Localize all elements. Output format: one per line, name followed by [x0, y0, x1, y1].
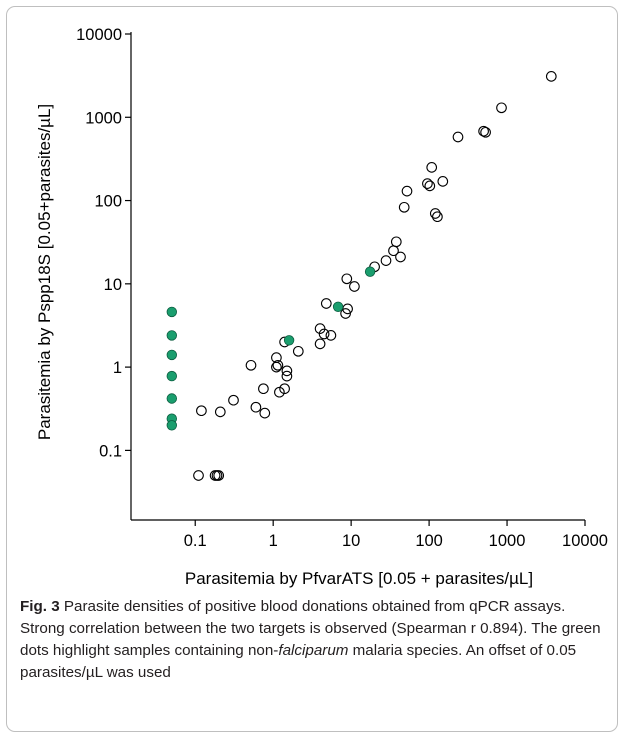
- open-data-point: [437, 176, 449, 187]
- green-data-point: [166, 349, 178, 361]
- y-tick-label: 10000: [76, 26, 122, 44]
- open-data-point: [424, 180, 436, 192]
- figure-caption: Fig. 3 Parasite densities of positive bl…: [20, 596, 610, 684]
- open-data-point: [314, 338, 326, 350]
- open-data-point: [193, 470, 204, 481]
- open-data-point: [496, 102, 507, 114]
- open-data-point: [281, 370, 293, 382]
- figure-label: Fig. 3: [20, 598, 60, 615]
- open-data-point: [318, 328, 330, 340]
- x-tick-label: 1000: [489, 532, 526, 550]
- open-data-point: [250, 401, 262, 413]
- open-data-point: [380, 255, 392, 266]
- y-tick-label: 0.1: [99, 442, 122, 460]
- green-data-point: [166, 420, 178, 431]
- caption-text-end: malaria species. An offset of 0.05 paras…: [20, 642, 577, 681]
- x-tick-label: 1: [269, 532, 278, 550]
- x-tick-label: 100: [415, 532, 443, 550]
- green-data-point: [166, 330, 178, 341]
- caption-text: Parasite densities of positive blood don…: [20, 598, 601, 659]
- y-tick-label: 10: [104, 276, 122, 294]
- plot-axes: 0.1 1 10 100 1000 10000 0.1 1 10 100 1000 10000: [76, 26, 608, 550]
- green-data-point: [166, 306, 178, 318]
- x-tick-label: 10: [342, 532, 360, 550]
- open-data-point: [314, 323, 326, 334]
- green-data-point: [166, 393, 178, 404]
- y-tick-label: 100: [94, 193, 122, 211]
- open-data-point: [452, 131, 464, 143]
- open-data-point: [401, 185, 413, 197]
- caption-italic-term: falciparum: [278, 642, 349, 659]
- green-data-point: [166, 370, 178, 382]
- open-data-point: [281, 365, 293, 377]
- open-data-point: [395, 251, 406, 263]
- open-data-point: [432, 211, 443, 223]
- open-data-point: [480, 126, 491, 138]
- open-data-point: [320, 298, 332, 309]
- open-data-point: [292, 345, 304, 357]
- open-data-point: [341, 273, 353, 285]
- x-tick-label: 10000: [562, 532, 608, 550]
- open-data-point: [349, 281, 360, 292]
- scatter-plot: 0.1 1 10 100 1000 10000 0.1 1 10 100 1000 10000 Par…: [35, 26, 608, 588]
- open-data-point: [325, 330, 337, 341]
- open-data-point: [259, 407, 271, 419]
- open-data-point: [228, 394, 239, 406]
- open-data-point: [478, 125, 489, 137]
- data-points: [166, 71, 557, 481]
- open-data-point: [271, 352, 282, 363]
- x-axis-label: Parasitemia by PfvarATS [0.05 + parasite…: [185, 569, 533, 588]
- open-data-point: [398, 201, 410, 213]
- open-data-point: [213, 470, 225, 481]
- open-data-point: [258, 383, 269, 395]
- open-data-point: [422, 178, 433, 189]
- green-data-point: [332, 301, 344, 313]
- y-tick-label: 1000: [85, 109, 122, 127]
- open-data-point: [390, 236, 402, 248]
- y-tick-label: 1: [113, 359, 122, 377]
- green-data-point: [364, 266, 376, 277]
- open-data-point: [214, 406, 226, 418]
- open-data-point: [426, 162, 438, 173]
- x-tick-label: 0.1: [184, 532, 207, 550]
- open-data-point: [545, 71, 557, 82]
- open-data-point: [274, 386, 285, 398]
- open-data-point: [272, 359, 284, 371]
- open-data-point: [196, 405, 207, 417]
- green-data-point: [283, 335, 295, 346]
- open-data-point: [429, 208, 441, 219]
- y-axis-label: Parasitemia by Pspp18S [0.05+parasites/µ…: [35, 104, 54, 440]
- open-data-point: [279, 383, 290, 395]
- open-data-point: [340, 308, 351, 319]
- figure-frame: [6, 6, 618, 732]
- open-data-point: [245, 359, 257, 371]
